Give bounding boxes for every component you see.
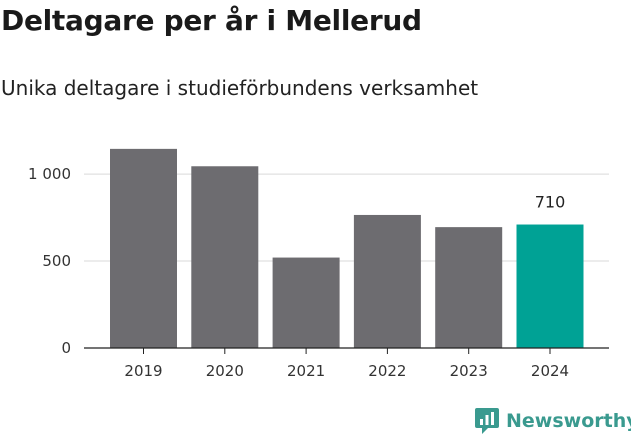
brand-name: Newsworthy <box>506 410 631 432</box>
x-tick-label: 2020 <box>206 362 244 380</box>
bar-chart: 0 500 1 000 2019 2020 2021 2022 2023 2024 710 <box>28 148 609 380</box>
bar <box>353 214 421 348</box>
x-tick-label: 2022 <box>368 362 406 380</box>
chart-subtitle: Unika deltagare i studieförbundens verks… <box>1 76 479 100</box>
y-tick-label: 0 <box>61 339 71 357</box>
chart-title: Deltagare per år i Mellerud <box>1 4 422 37</box>
bar <box>110 148 177 348</box>
x-tick-label: 2019 <box>124 362 162 380</box>
bar <box>191 166 259 348</box>
data-label: 710 <box>535 193 566 212</box>
bar <box>516 224 584 348</box>
y-tick-label: 500 <box>42 252 71 270</box>
x-tick-label: 2024 <box>531 362 569 380</box>
bar <box>272 257 340 348</box>
bar-chart-logo-icon <box>475 408 499 434</box>
y-tick-label: 1 000 <box>28 165 71 183</box>
x-tick-label: 2023 <box>450 362 488 380</box>
brand-logo: Newsworthy <box>474 406 631 436</box>
x-tick-label: 2021 <box>287 362 325 380</box>
bar <box>435 227 503 348</box>
